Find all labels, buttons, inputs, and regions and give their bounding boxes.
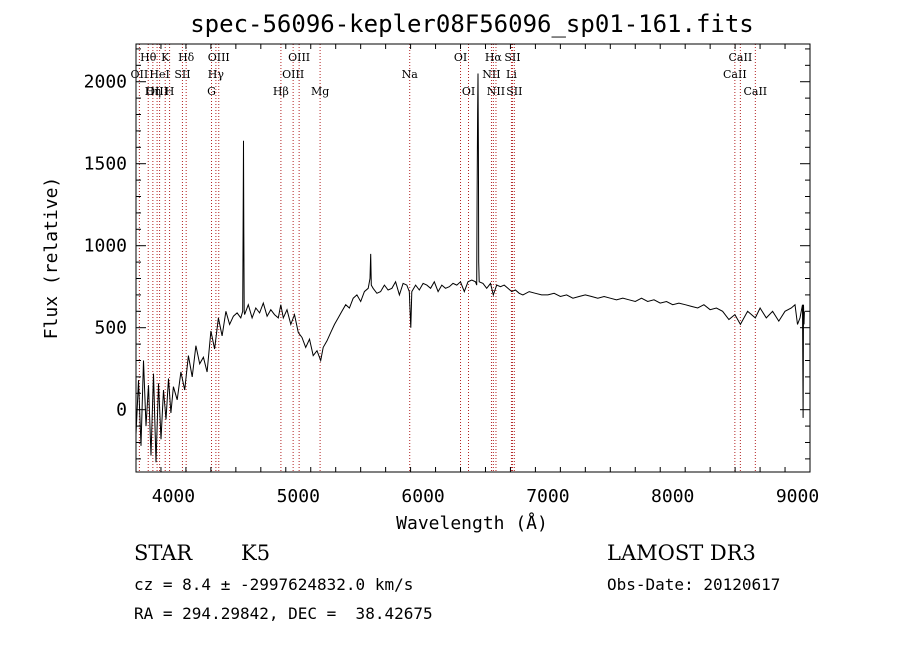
line-label-13: OIII: [282, 68, 304, 81]
x-tick-label: 7000: [526, 486, 569, 507]
object-class: STAR: [134, 541, 193, 565]
spectrum-line: [135, 73, 805, 463]
y-tick-label: 0: [116, 400, 127, 421]
line-label-27: CaII: [743, 85, 767, 98]
x-tick-label: 9000: [776, 486, 819, 507]
coordinates: RA = 294.29842, DEC = 38.42675: [134, 604, 433, 623]
y-tick-label: 500: [94, 318, 127, 339]
line-label-7: H: [165, 85, 175, 98]
line-label-12: OIII: [288, 51, 310, 64]
line-label-8: Hδ: [178, 51, 195, 64]
line-label-15: Mg: [311, 85, 329, 98]
y-axis-label: Flux (relative): [41, 177, 62, 340]
line-label-10: Hγ: [208, 68, 225, 81]
y-tick-label: 1000: [84, 236, 127, 257]
line-label-17: OI: [454, 51, 467, 64]
line-label-5: Hη: [145, 85, 161, 98]
line-labels: Hθ OII OIII K HeI Hη SII H Hδ OIII Hγ G OIII OIII Hβ Mg…: [131, 51, 768, 98]
line-label-23: Li: [506, 68, 517, 81]
obs-date: Obs-Date: 20120617: [607, 575, 780, 594]
line-label-24: SII: [506, 85, 522, 98]
line-markers: [138, 44, 756, 472]
line-label-14: Hβ: [273, 85, 289, 98]
plot-frame: [135, 43, 811, 473]
line-label-1: OII: [131, 68, 149, 81]
x-tick-label: 8000: [651, 486, 694, 507]
redshift-text: cz = 8.4 ± -2997624832.0 km/s: [134, 575, 413, 594]
line-label-20: NII: [482, 68, 500, 81]
line-label-18: OI: [462, 85, 475, 98]
x-tick-label: 5000: [277, 486, 320, 507]
survey-name: LAMOST DR3: [607, 541, 756, 565]
line-label-3: K: [161, 51, 170, 64]
y-axis-ticks: 0 500 1000 1500 2000: [84, 48, 810, 460]
line-label-26: CaII: [729, 51, 753, 64]
y-tick-label: 2000: [84, 72, 127, 93]
x-tick-label: 6000: [401, 486, 444, 507]
line-label-11: G: [207, 85, 216, 98]
x-tick-label: 4000: [152, 486, 195, 507]
line-label-19: Hα: [485, 51, 503, 64]
line-label-9: OIII: [208, 51, 230, 64]
y-tick-label: 1500: [84, 154, 127, 175]
x-axis-label: Wavelength (Å): [396, 512, 548, 534]
line-label-2: OIII: [146, 85, 168, 98]
line-label-0: Hθ: [140, 51, 157, 64]
object-subclass: K5: [241, 541, 270, 565]
line-label-4: HeI: [149, 68, 169, 81]
line-label-25: CaII: [723, 68, 747, 81]
line-label-6: SII: [174, 68, 190, 81]
chart-title: spec-56096-kepler08F56096_sp01-161.fits: [190, 10, 754, 38]
x-axis-ticks: 4000 5000 6000 7000 8000 9000: [135, 44, 819, 507]
line-label-16: Na: [402, 68, 419, 81]
line-label-22: SII: [504, 51, 520, 64]
line-label-21: NII: [487, 85, 505, 98]
